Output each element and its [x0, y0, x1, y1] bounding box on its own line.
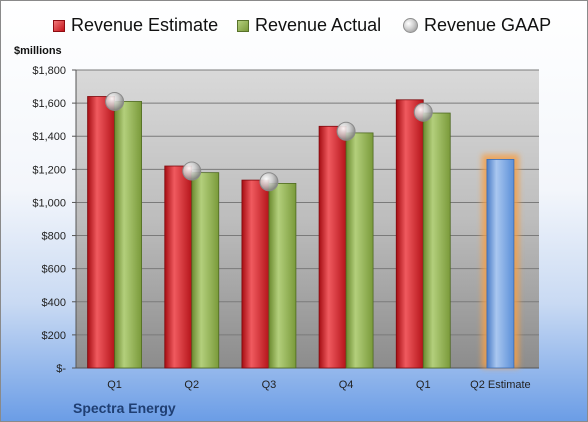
x-tick-label: Q2 [184, 379, 199, 391]
actual-swatch [237, 19, 249, 32]
x-tick-label: Q1 [107, 379, 122, 391]
estimate-bar [318, 125, 347, 369]
legend-label-actual: Revenue Actual [255, 15, 382, 35]
gaap-marker [413, 102, 433, 122]
estimate-swatch [53, 19, 65, 32]
y-tick-label: $200 [42, 330, 66, 342]
estimate-bar [87, 96, 115, 369]
gaap-marker [182, 161, 202, 181]
y-tick-label: $1,000 [32, 197, 66, 209]
y-tick-label: $1,600 [32, 98, 66, 110]
legend-label-estimate: Revenue Estimate [71, 15, 219, 35]
y-tick-label: $1,400 [32, 131, 66, 143]
estimate-bar [164, 165, 193, 369]
y-tick-label: $1,800 [32, 65, 66, 77]
legend-item-gaap: Revenue GAAP [403, 15, 551, 36]
actual-bar [422, 112, 451, 369]
gaap-marker [259, 172, 279, 192]
legend-item-actual: Revenue Actual [237, 15, 381, 36]
legend: Revenue Estimate Revenue Actual Revenue … [1, 15, 587, 43]
estimate-bar [241, 179, 270, 369]
estimate-bar [395, 99, 424, 369]
x-tick-label: Q4 [339, 379, 354, 391]
y-tick-label: $800 [42, 231, 66, 243]
y-axis-units: $millions [14, 45, 62, 57]
bars [87, 91, 519, 369]
actual-bar [114, 101, 142, 369]
forecast-bar [486, 158, 515, 369]
actual-bar [191, 172, 220, 369]
gaap-marker [336, 121, 356, 141]
legend-item-estimate: Revenue Estimate [53, 15, 218, 36]
y-tick-label: $600 [42, 264, 66, 276]
legend-label-gaap: Revenue GAAP [424, 15, 552, 35]
x-axis-ticks: Q1 Q2 Q3 Q4 Q1 Q2 Estimate [107, 379, 530, 391]
y-tick-label: $400 [42, 297, 66, 309]
x-tick-label: Q1 [416, 379, 431, 391]
plot-area [76, 70, 539, 368]
y-axis-ticks: $- $200 $400 $600 $800 $1,000 $1,200 $1,400 $1,6… [32, 65, 539, 375]
actual-bar [345, 132, 374, 369]
y-tick-label: $1,200 [32, 164, 66, 176]
x-tick-label: Q3 [262, 379, 277, 391]
gaap-marker [105, 91, 125, 111]
y-tick-label: $- [56, 363, 66, 375]
x-tick-label: Q2 Estimate [470, 379, 531, 391]
gaap-swatch [403, 18, 418, 33]
company-name: Spectra Energy [73, 400, 176, 416]
actual-bar [268, 183, 297, 369]
